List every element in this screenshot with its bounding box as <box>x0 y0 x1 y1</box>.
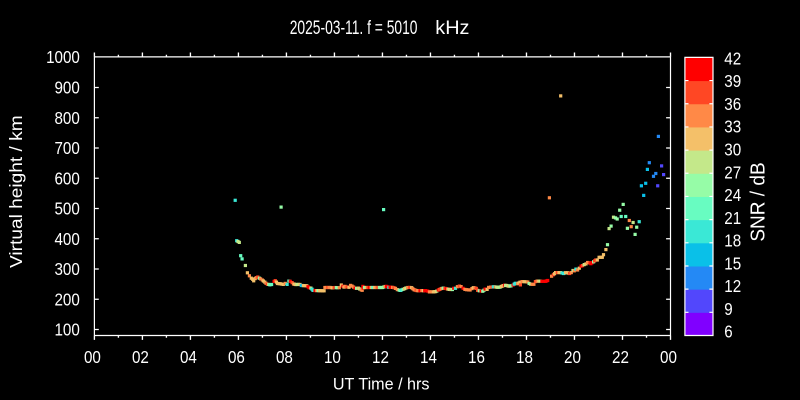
svg-text:20: 20 <box>564 347 581 367</box>
svg-text:24: 24 <box>724 185 741 205</box>
svg-text:36: 36 <box>724 94 741 114</box>
svg-text:18: 18 <box>516 347 533 367</box>
svg-text:02: 02 <box>132 347 149 367</box>
svg-text:18: 18 <box>724 231 741 251</box>
svg-text:200: 200 <box>55 289 80 309</box>
svg-text:27: 27 <box>724 162 741 182</box>
svg-text:500: 500 <box>55 199 80 219</box>
svg-text:Virtual height / km: Virtual height / km <box>6 115 26 268</box>
svg-text:800: 800 <box>55 108 80 128</box>
svg-text:30: 30 <box>724 139 741 159</box>
svg-text:15: 15 <box>724 253 741 273</box>
svg-text:1000: 1000 <box>46 47 80 67</box>
svg-text:2025-03-11. f = 5010: 2025-03-11. f = 5010 <box>290 18 418 39</box>
svg-text:00: 00 <box>84 347 101 367</box>
svg-text:39: 39 <box>724 71 741 91</box>
svg-text:10: 10 <box>324 347 341 367</box>
svg-text:06: 06 <box>228 347 245 367</box>
svg-text:14: 14 <box>420 347 437 367</box>
svg-text:UT Time / hrs: UT Time / hrs <box>333 375 430 393</box>
svg-text:21: 21 <box>724 208 741 228</box>
svg-text:9: 9 <box>724 299 732 319</box>
svg-text:42: 42 <box>724 48 741 68</box>
svg-text:300: 300 <box>55 259 80 279</box>
svg-text:100: 100 <box>55 320 80 340</box>
svg-text:04: 04 <box>180 347 197 367</box>
svg-text:SNR / dB: SNR / dB <box>748 162 770 241</box>
svg-text:12: 12 <box>372 347 389 367</box>
svg-text:08: 08 <box>276 347 293 367</box>
svg-text:600: 600 <box>55 168 80 188</box>
svg-text:700: 700 <box>55 138 80 158</box>
svg-text:kHz: kHz <box>435 18 469 39</box>
svg-text:22: 22 <box>612 347 629 367</box>
svg-text:900: 900 <box>55 78 80 98</box>
svg-text:12: 12 <box>724 276 741 296</box>
svg-text:16: 16 <box>468 347 485 367</box>
svg-text:00: 00 <box>660 347 677 367</box>
svg-text:400: 400 <box>55 229 80 249</box>
svg-text:33: 33 <box>724 117 741 137</box>
svg-text:6: 6 <box>724 322 732 342</box>
